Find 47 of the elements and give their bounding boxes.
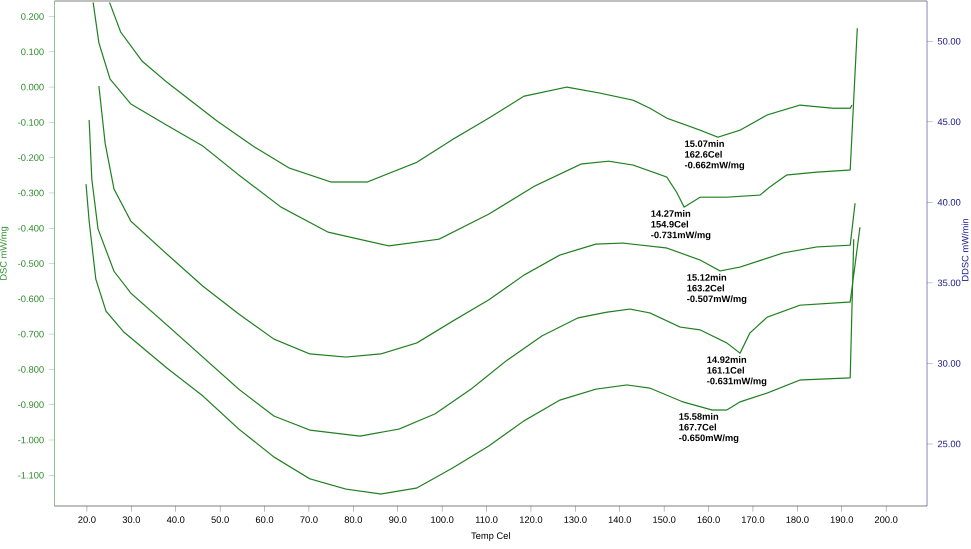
- x-tick-label: 110.0: [476, 516, 498, 523]
- annotation: 15.12min 163.2Cel -0.507mW/mg: [687, 274, 746, 304]
- y2-tick-label: 35.00: [938, 280, 960, 286]
- y-tick-label: -0.500: [18, 260, 44, 267]
- x-tick-label: 40.0: [166, 516, 184, 523]
- y-tick-label: -1.100: [18, 472, 44, 479]
- y-tick-label: -0.700: [18, 330, 44, 338]
- y-tick-label: -0.200: [18, 154, 44, 161]
- annotation: 15.58min 167.7Cel -0.650mW/mg: [679, 412, 738, 444]
- y-tick-label: -0.400: [18, 224, 44, 232]
- y2-tick-label: 45.00: [938, 118, 960, 126]
- x-tick-label: 190.0: [830, 516, 854, 523]
- y-tick-label: 0.100: [21, 48, 44, 56]
- x-tick-label: 20.0: [78, 516, 96, 523]
- y-tick-label: -0.600: [18, 296, 44, 302]
- x-tick-label: 100.0: [431, 516, 454, 523]
- x-tick-label: 150.0: [653, 516, 676, 523]
- y2-tick-label: 30.00: [938, 360, 960, 367]
- x-tick-label: 120.0: [520, 516, 542, 523]
- x-tick-label: 90.0: [389, 516, 406, 523]
- annotation: 14.27min 154.9Cel -0.731mW/mg: [651, 210, 710, 240]
- x-tick-label: 50.0: [211, 516, 229, 523]
- y2-tick-label: 25.00: [938, 440, 960, 448]
- x-tick-label: 60.0: [256, 516, 274, 523]
- y-tick-label: 0.000: [21, 84, 44, 90]
- y-tick-label: -0.800: [18, 366, 44, 373]
- y-tick-label: -1.000: [18, 436, 44, 444]
- x-tick-label: 170.0: [742, 516, 764, 523]
- x-tick-label: 140.0: [608, 516, 632, 523]
- x-tick-label: 30.0: [122, 516, 140, 523]
- y2-tick-label: 40.00: [938, 199, 960, 206]
- y-tick-label: -0.900: [18, 401, 44, 408]
- x-axis-title: Temp Cel: [471, 532, 510, 541]
- y-tick-label: -0.100: [18, 119, 44, 126]
- x-tick-label: 160.0: [698, 516, 720, 523]
- annotation: 15.07min 162.6Cel -0.662mW/mg: [684, 140, 744, 170]
- y-tick-label: -0.300: [18, 190, 44, 196]
- x-tick-label: 180.0: [786, 516, 809, 523]
- x-tick-label: 130.0: [564, 516, 587, 523]
- y2-tick-label: 50.00: [938, 38, 960, 45]
- y-tick-label: 0.200: [21, 13, 44, 20]
- y2-axis-title: DDSC mW/min: [962, 218, 968, 281]
- annotation: 14.92min 161.1Cel -0.631mW/mg: [707, 356, 766, 386]
- y-axis-title: DSC mW/mg: [0, 226, 8, 280]
- x-tick-label: 80.0: [344, 516, 362, 523]
- x-tick-label: 200.0: [874, 516, 898, 523]
- x-tick-label: 70.0: [300, 516, 318, 523]
